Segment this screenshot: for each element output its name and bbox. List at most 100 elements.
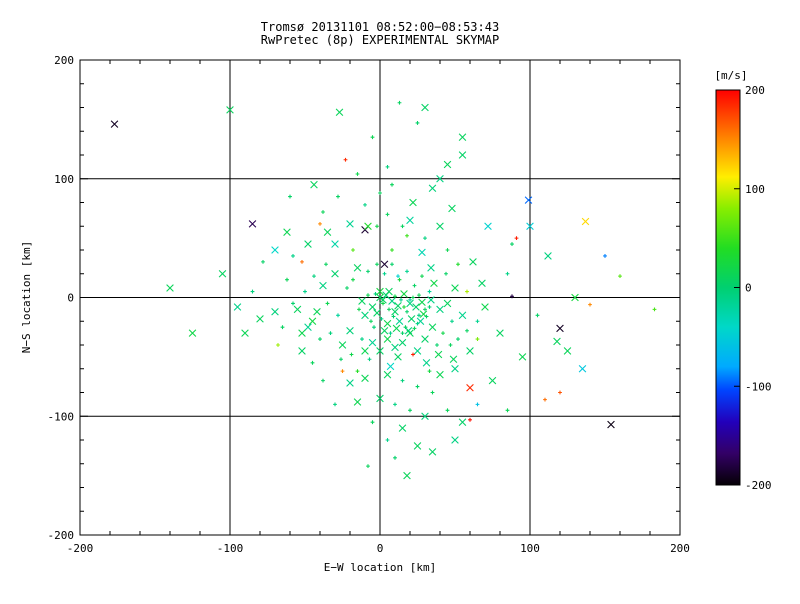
data-point bbox=[445, 408, 450, 413]
data-point bbox=[361, 374, 369, 383]
data-point bbox=[346, 379, 354, 387]
data-point bbox=[524, 196, 533, 204]
data-point bbox=[291, 254, 295, 258]
data-point bbox=[366, 293, 370, 298]
data-point bbox=[390, 248, 394, 252]
data-point bbox=[318, 337, 322, 341]
data-point bbox=[466, 383, 474, 392]
data-point bbox=[331, 269, 339, 278]
data-point bbox=[398, 424, 407, 432]
data-point bbox=[400, 378, 405, 383]
data-point bbox=[248, 220, 257, 228]
data-point bbox=[379, 316, 384, 321]
tick-labels: -200 -100 0 100 200 -200 -100 0 100 200 bbox=[48, 54, 690, 555]
data-point bbox=[405, 233, 409, 238]
data-point bbox=[304, 323, 312, 331]
data-point bbox=[409, 198, 417, 207]
data-point bbox=[366, 269, 370, 274]
data-point bbox=[351, 248, 355, 252]
data-point bbox=[428, 184, 437, 193]
data-point bbox=[261, 259, 265, 264]
data-point bbox=[475, 337, 480, 341]
data-point bbox=[451, 284, 459, 292]
data-point bbox=[325, 301, 330, 306]
data-point bbox=[333, 402, 337, 407]
data-point bbox=[310, 180, 318, 189]
data-point bbox=[588, 302, 592, 307]
data-point bbox=[291, 301, 295, 306]
data-point bbox=[372, 325, 376, 330]
data-point bbox=[393, 402, 397, 407]
data-point bbox=[458, 133, 467, 141]
data-point bbox=[318, 221, 322, 226]
data-point bbox=[556, 324, 564, 333]
data-point bbox=[298, 347, 306, 355]
data-point bbox=[400, 224, 405, 229]
data-point bbox=[417, 293, 421, 298]
data-point bbox=[385, 164, 390, 169]
data-point bbox=[436, 174, 444, 183]
data-point bbox=[408, 297, 412, 302]
data-point bbox=[434, 350, 443, 359]
data-point bbox=[607, 420, 615, 429]
data-point bbox=[390, 262, 394, 267]
data-point bbox=[364, 222, 372, 231]
data-point bbox=[481, 303, 489, 311]
data-point bbox=[345, 286, 349, 290]
data-point bbox=[400, 331, 405, 336]
data-point bbox=[412, 283, 417, 288]
data-point bbox=[448, 343, 453, 347]
data-point bbox=[373, 309, 381, 317]
data-point bbox=[396, 274, 400, 279]
data-point bbox=[110, 120, 119, 128]
y-tick-label: -200 bbox=[48, 529, 75, 542]
data-point bbox=[218, 269, 227, 278]
data-point bbox=[403, 471, 411, 480]
data-point bbox=[443, 299, 452, 308]
y-tick-label: 0 bbox=[67, 292, 74, 305]
data-point bbox=[456, 337, 460, 341]
data-point bbox=[441, 331, 445, 336]
data-point bbox=[166, 284, 174, 292]
data-point bbox=[526, 222, 534, 231]
data-point bbox=[603, 254, 607, 258]
data-point bbox=[353, 264, 362, 272]
data-point bbox=[367, 357, 372, 362]
colorbar-tick-label: -200 bbox=[745, 479, 772, 492]
data-point bbox=[427, 296, 435, 304]
data-point bbox=[387, 307, 391, 312]
data-point bbox=[310, 360, 315, 365]
data-point bbox=[379, 296, 387, 304]
y-tick-label: -100 bbox=[48, 410, 75, 423]
data-point bbox=[514, 236, 519, 241]
data-point bbox=[581, 217, 590, 226]
data-point bbox=[376, 347, 384, 355]
data-point bbox=[618, 274, 622, 279]
data-point bbox=[385, 438, 390, 442]
data-point bbox=[558, 390, 562, 395]
data-point bbox=[375, 224, 379, 229]
data-point bbox=[510, 242, 514, 246]
data-point bbox=[458, 418, 467, 426]
data-point bbox=[413, 442, 422, 450]
x-tick-label: -100 bbox=[217, 542, 244, 555]
data-point bbox=[335, 108, 344, 117]
data-point bbox=[445, 248, 450, 252]
data-point bbox=[430, 279, 438, 288]
data-point bbox=[370, 420, 375, 425]
data-point bbox=[456, 262, 460, 267]
data-point bbox=[351, 277, 355, 282]
data-point bbox=[293, 305, 302, 314]
data-point bbox=[369, 319, 373, 324]
data-point bbox=[421, 335, 429, 343]
data-point bbox=[393, 294, 397, 299]
data-point bbox=[420, 274, 424, 279]
data-point bbox=[436, 222, 444, 231]
plot-title-line2: RwPretec (8p) EXPERIMENTAL SKYMAP bbox=[261, 33, 499, 47]
data-point bbox=[382, 271, 387, 276]
data-point bbox=[535, 313, 540, 318]
data-point bbox=[417, 313, 421, 318]
data-point bbox=[421, 412, 429, 421]
x-axis-label: E−W location [km] bbox=[324, 561, 437, 574]
data-point bbox=[368, 338, 377, 347]
